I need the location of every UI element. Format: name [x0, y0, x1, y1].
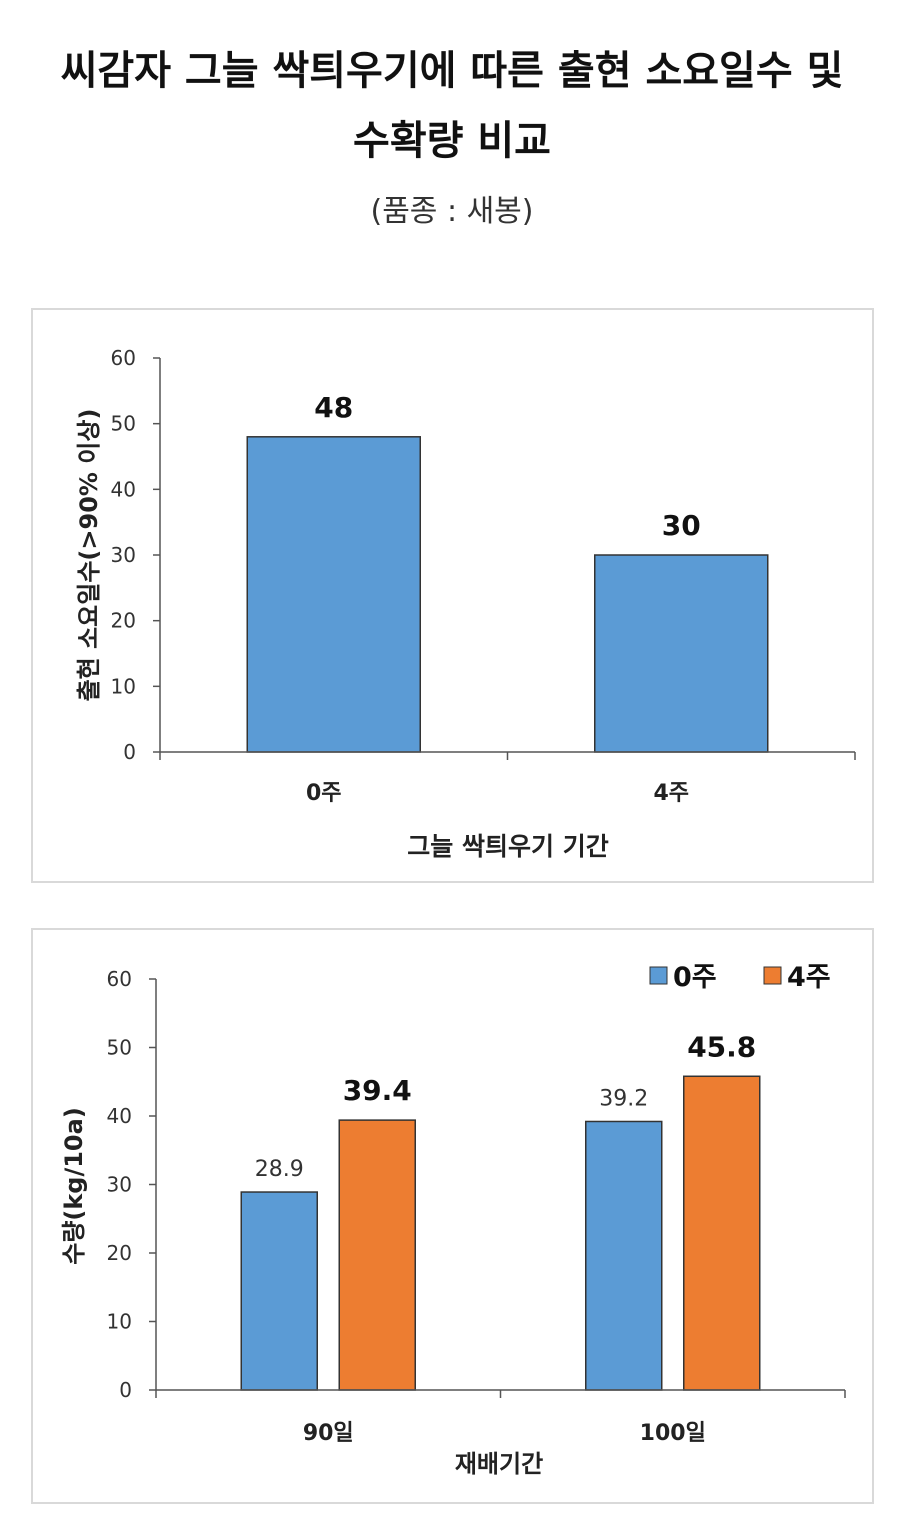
bar [683, 1075, 761, 1391]
y-tick-label: 40 [111, 477, 136, 501]
chart-emergence-days-svg: 0 10 20 30 40 50 60 48 30 0주 4주 그늘 싹틔우기 기간 출현 소요… [75, 346, 856, 861]
y-tick-label: 30 [107, 1173, 132, 1197]
page-title: 씨감자 그늘 싹틔우기에 따른 출현 소요일수 및 [60, 48, 844, 94]
y-tick-label: 20 [107, 1241, 132, 1265]
x-axis-title: 재배기간 [455, 1450, 543, 1478]
legend-label-0: 0주 [673, 962, 717, 993]
y-tick-label: 50 [111, 412, 136, 436]
x-axis-title: 그늘 싹틔우기 기간 [407, 832, 608, 861]
y-tick-label: 20 [111, 609, 136, 633]
legend-swatch-1 [763, 966, 782, 985]
chart-emergence-days: 0 10 20 30 40 50 60 48 30 0주 4주 그늘 싹틔우기 기간 출현 소요… [31, 308, 874, 883]
y-axis-title: 수량(kg/10a) [60, 1107, 88, 1265]
y-axis-title: 출현 소요일수(>90% 이상) [75, 409, 103, 702]
chart-yield: 0 10 20 30 40 50 60 28.9 39.2 39.4 45.8 90일 100일 재… [31, 928, 874, 1504]
data-label: 30 [662, 509, 701, 542]
data-label: 45.8 [687, 1030, 756, 1063]
y-tick-label: 60 [111, 346, 136, 370]
y-tick-label: 50 [107, 1036, 132, 1060]
legend-label-1: 4주 [787, 962, 831, 993]
bar [240, 1191, 318, 1391]
data-label: 39.4 [343, 1074, 412, 1107]
y-tick-label: 10 [107, 1310, 132, 1334]
bar [338, 1119, 416, 1391]
x-tick-label: 100일 [640, 1421, 706, 1446]
y-tick-label: 60 [107, 967, 132, 991]
page-title-line2: 수확량 비교 [353, 118, 551, 164]
bar [246, 436, 421, 753]
legend: 0주 4주 [649, 962, 831, 993]
y-tick-label: 0 [123, 740, 136, 764]
data-label: 48 [314, 391, 353, 424]
chart-yield-svg: 0 10 20 30 40 50 60 28.9 39.2 39.4 45.8 90일 100일 재… [60, 962, 846, 1478]
y-tick-label: 40 [107, 1104, 132, 1128]
page-subtitle: (품종 : 새봉) [370, 194, 534, 229]
x-tick-label: 90일 [303, 1421, 354, 1446]
data-label: 28.9 [255, 1157, 304, 1182]
bar [594, 554, 769, 753]
y-tick-label: 0 [119, 1378, 132, 1402]
y-tick-label: 10 [111, 674, 136, 698]
bar [585, 1120, 663, 1391]
legend-swatch-0 [649, 966, 668, 985]
x-tick-label: 4주 [653, 781, 689, 806]
x-tick-label: 0주 [306, 781, 342, 806]
y-tick-label: 30 [111, 543, 136, 567]
data-label: 39.2 [599, 1086, 648, 1111]
